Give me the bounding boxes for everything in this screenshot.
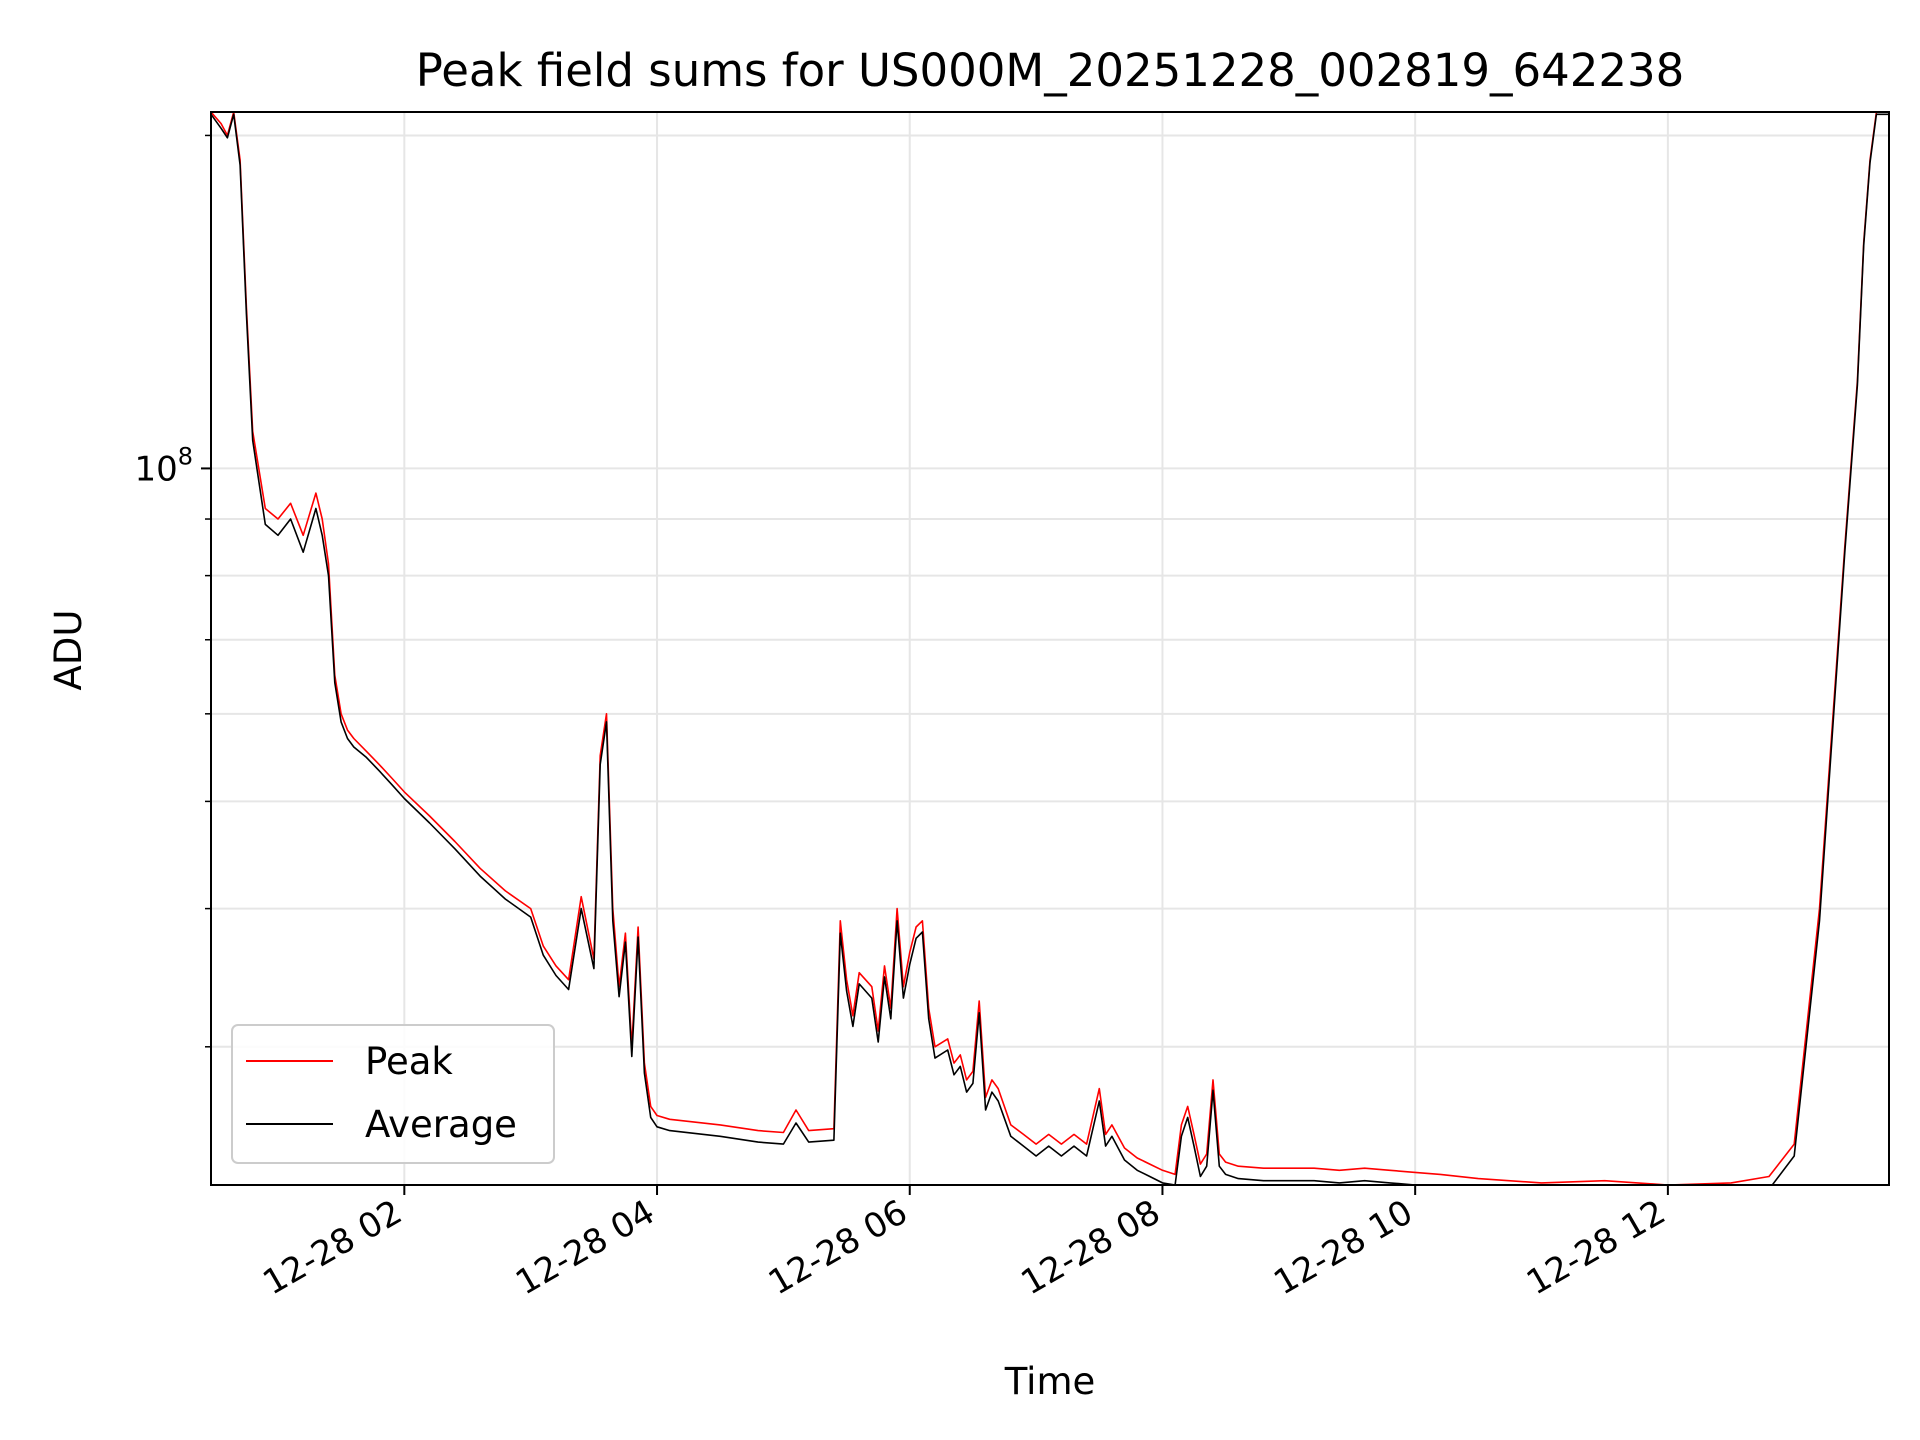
y-tick-label: 108	[134, 442, 193, 489]
legend: Peak Average	[231, 1024, 555, 1164]
legend-label-peak: Peak	[365, 1040, 453, 1083]
series-group	[211, 112, 1889, 1185]
legend-label-average: Average	[365, 1103, 517, 1146]
y-axis: 108	[134, 134, 211, 1048]
plot-frame	[210, 111, 1890, 1186]
series-line-peak	[211, 112, 1889, 1185]
x-axis-label: Time	[1004, 1360, 1096, 1403]
legend-box	[231, 1024, 555, 1164]
y-axis-label: ADU	[47, 610, 90, 691]
series-line-average	[211, 113, 1889, 1185]
chart-title: Peak field sums for US000M_20251228_0028…	[416, 44, 1685, 97]
grid	[211, 112, 1889, 1185]
